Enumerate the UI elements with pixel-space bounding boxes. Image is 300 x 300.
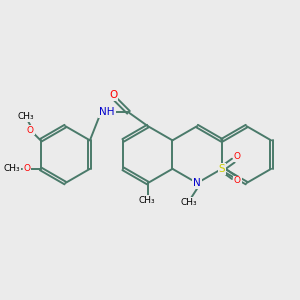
Text: S: S — [218, 164, 225, 174]
Text: N: N — [193, 178, 201, 188]
Text: O: O — [234, 176, 241, 185]
Text: NH: NH — [99, 107, 115, 117]
Text: O: O — [27, 126, 34, 135]
Text: CH₃: CH₃ — [139, 196, 155, 205]
Text: O: O — [234, 152, 241, 161]
Text: O: O — [109, 90, 118, 100]
Text: CH₃: CH₃ — [4, 164, 20, 173]
Text: CH₃: CH₃ — [18, 112, 34, 121]
Text: CH₃: CH₃ — [181, 198, 197, 207]
Text: O: O — [23, 164, 30, 173]
